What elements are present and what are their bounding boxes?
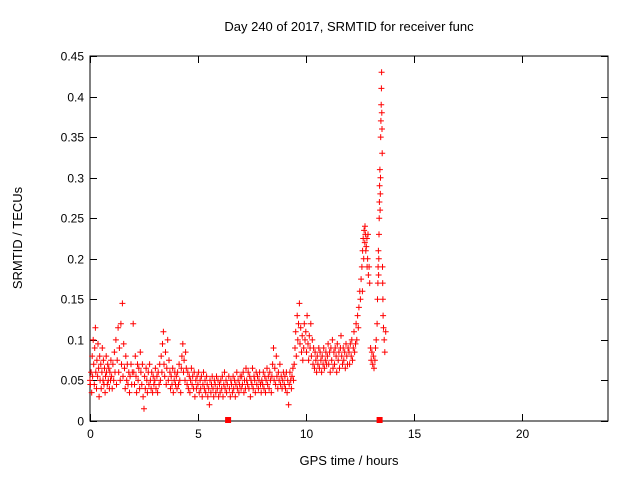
tick-labels: 0 5 10 15 20 0 0.05 0.1 0.15 0.2 0.25 0.3 0.35 0.4 0.4… — [61, 50, 530, 442]
y-tick-label: 0.1 — [67, 334, 84, 348]
x-tick-label: 20 — [516, 427, 530, 441]
chart-title: Day 240 of 2017, SRMTID for receiver fun… — [224, 19, 474, 34]
y-tick-label: 0.4 — [67, 91, 84, 105]
axis-ticks — [90, 56, 608, 422]
y-tick-label: 0.3 — [67, 172, 84, 186]
x-tick-label: 0 — [87, 427, 94, 441]
zero-marker — [225, 417, 232, 423]
y-tick-label: 0.15 — [61, 293, 85, 307]
zero-marker — [376, 417, 383, 423]
y-tick-label: 0.2 — [67, 253, 84, 267]
y-axis-label: SRMTID / TECUs — [10, 186, 25, 289]
scatter-markers — [87, 69, 389, 412]
y-tick-label: 0 — [77, 415, 84, 429]
x-tick-label: 5 — [195, 427, 202, 441]
y-tick-label: 0.25 — [61, 212, 85, 226]
data-points — [87, 69, 389, 423]
x-tick-label: 10 — [300, 427, 314, 441]
x-tick-label: 15 — [408, 427, 422, 441]
y-tick-label: 0.45 — [61, 50, 85, 64]
plot-border — [89, 55, 609, 422]
y-tick-label: 0.05 — [61, 374, 85, 388]
x-axis-label: GPS time / hours — [300, 453, 399, 468]
y-tick-label: 0.35 — [61, 131, 85, 145]
